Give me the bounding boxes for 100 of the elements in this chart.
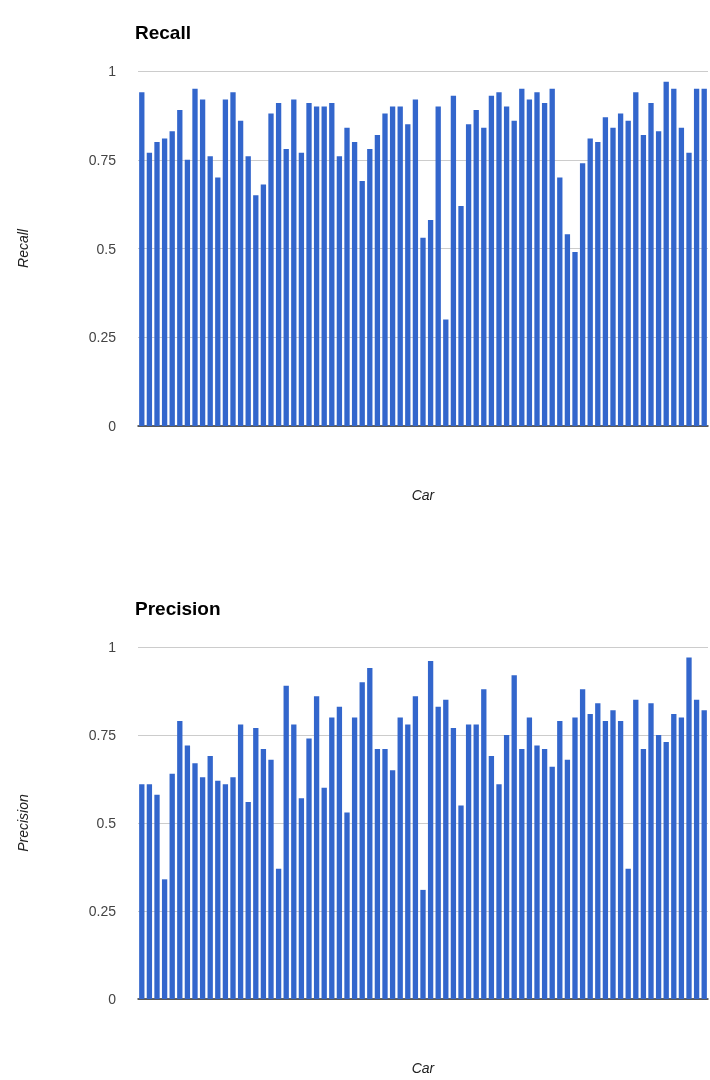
bar bbox=[579, 689, 586, 999]
bar bbox=[351, 717, 358, 999]
bar bbox=[633, 92, 639, 426]
bar bbox=[678, 127, 685, 426]
bar bbox=[663, 81, 669, 426]
y-tick-label: 1 bbox=[108, 63, 117, 79]
chart-title: Precision bbox=[135, 598, 221, 619]
bar bbox=[222, 784, 229, 999]
bar bbox=[655, 735, 662, 999]
bar bbox=[488, 756, 495, 999]
bar bbox=[336, 706, 343, 999]
bar bbox=[625, 868, 631, 999]
bar bbox=[579, 163, 586, 426]
bar bbox=[230, 777, 236, 999]
bar bbox=[344, 812, 350, 999]
bar bbox=[450, 95, 457, 426]
bar bbox=[488, 95, 495, 426]
bar bbox=[435, 706, 441, 999]
bar bbox=[291, 99, 297, 426]
bar bbox=[260, 184, 267, 426]
bar bbox=[655, 131, 662, 426]
bar bbox=[534, 745, 540, 999]
bar bbox=[602, 117, 609, 426]
bar bbox=[313, 106, 320, 426]
bar bbox=[275, 868, 282, 999]
bar bbox=[443, 319, 449, 426]
bar bbox=[389, 106, 396, 426]
bar bbox=[557, 720, 563, 999]
bar bbox=[344, 127, 350, 426]
bar bbox=[595, 142, 601, 426]
bar bbox=[253, 727, 259, 999]
bar bbox=[222, 99, 229, 426]
bar bbox=[161, 879, 168, 999]
bar bbox=[587, 138, 593, 426]
bar bbox=[503, 735, 510, 999]
bar bbox=[549, 766, 555, 999]
bar bbox=[306, 738, 312, 999]
bar bbox=[557, 177, 563, 426]
y-tick-label: 0.25 bbox=[88, 903, 117, 919]
bar bbox=[367, 149, 373, 426]
bar bbox=[154, 142, 160, 426]
bar bbox=[367, 668, 373, 999]
bar bbox=[268, 113, 274, 426]
bar bbox=[146, 152, 153, 426]
bar bbox=[306, 102, 312, 426]
bar bbox=[663, 742, 669, 999]
bar bbox=[465, 124, 472, 426]
bar bbox=[519, 88, 525, 426]
bar bbox=[420, 889, 426, 999]
y-tick-label: 1 bbox=[108, 639, 117, 655]
bar bbox=[291, 724, 297, 999]
bar bbox=[633, 699, 639, 999]
bar bbox=[671, 713, 677, 999]
bar bbox=[435, 106, 441, 426]
y-tick-label: 0 bbox=[108, 418, 117, 434]
bar bbox=[534, 92, 540, 426]
bar bbox=[405, 724, 411, 999]
bar bbox=[602, 720, 609, 999]
bar bbox=[177, 110, 183, 426]
bar bbox=[283, 685, 289, 999]
bar bbox=[161, 138, 168, 426]
bar bbox=[154, 794, 160, 999]
y-axis-title: Recall bbox=[15, 228, 31, 268]
bar bbox=[177, 720, 183, 999]
bar bbox=[701, 710, 707, 999]
y-tick-label: 0.5 bbox=[96, 240, 117, 257]
bar bbox=[640, 134, 647, 426]
bar bbox=[321, 106, 327, 426]
bar bbox=[253, 195, 259, 426]
bar bbox=[541, 749, 548, 999]
bar bbox=[313, 696, 320, 999]
bar bbox=[207, 156, 213, 426]
y-axis-title: Precision bbox=[15, 794, 31, 852]
bar bbox=[617, 720, 624, 999]
bar bbox=[693, 699, 700, 999]
bar bbox=[496, 784, 502, 999]
bar bbox=[511, 675, 517, 999]
bar bbox=[359, 181, 365, 426]
bar bbox=[382, 113, 388, 426]
bar bbox=[541, 102, 548, 426]
bar bbox=[693, 88, 700, 426]
bar bbox=[169, 773, 175, 999]
bar bbox=[572, 252, 578, 426]
x-axis-title: Car bbox=[411, 487, 436, 503]
bar bbox=[184, 159, 191, 426]
bar bbox=[686, 657, 692, 999]
bar bbox=[336, 156, 343, 426]
bar bbox=[146, 784, 153, 999]
bar bbox=[275, 102, 282, 426]
bar bbox=[389, 770, 396, 999]
bar bbox=[215, 177, 221, 426]
bar bbox=[481, 127, 487, 426]
bar bbox=[420, 237, 426, 426]
bar bbox=[139, 784, 145, 999]
bar bbox=[321, 787, 327, 999]
y-tick-label: 0.25 bbox=[88, 329, 117, 346]
bar bbox=[192, 88, 198, 426]
bar bbox=[526, 717, 533, 999]
chart-title: Recall bbox=[135, 22, 191, 43]
y-tick-label: 0 bbox=[108, 991, 117, 1007]
